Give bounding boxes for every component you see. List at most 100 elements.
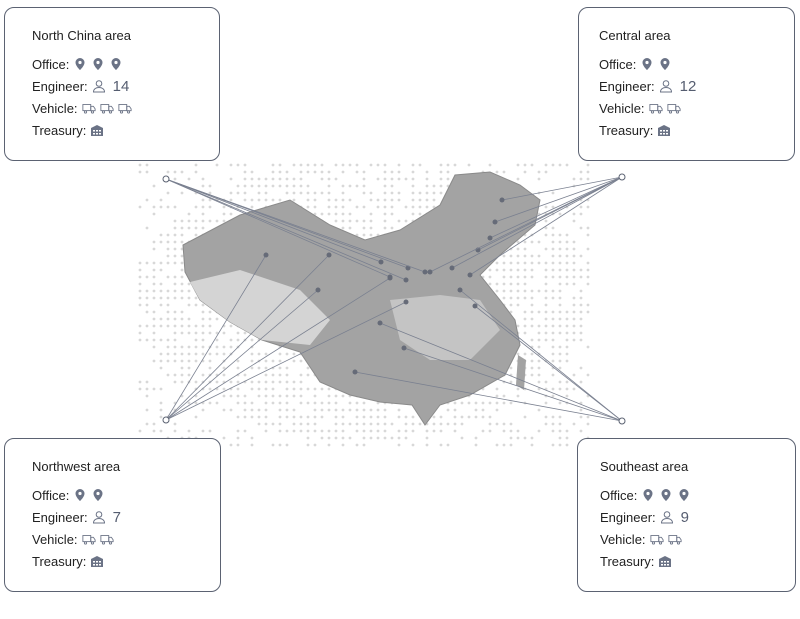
map-pin-icon — [659, 488, 673, 502]
background-dot — [558, 275, 562, 279]
background-dot — [383, 219, 387, 223]
background-dot — [278, 177, 282, 181]
background-dot — [292, 352, 296, 356]
background-dot — [180, 324, 184, 328]
background-dot — [236, 338, 240, 342]
background-dot — [159, 268, 163, 272]
background-dot — [201, 205, 205, 209]
background-dot — [544, 415, 548, 419]
background-dot — [250, 443, 254, 447]
background-dot — [187, 345, 191, 349]
map-pin-icon — [91, 488, 105, 502]
background-dot — [530, 240, 534, 244]
background-dot — [187, 226, 191, 230]
background-dot — [292, 394, 296, 398]
background-dot — [292, 163, 296, 167]
background-dot — [243, 429, 247, 433]
background-dot — [523, 436, 527, 440]
background-dot — [306, 429, 310, 433]
background-dot — [558, 422, 562, 426]
background-dot — [173, 282, 177, 286]
area-card-southeast: Southeast area Office: Engineer: 9 Vehicl… — [577, 438, 796, 592]
background-dot — [537, 261, 541, 265]
background-dot — [537, 289, 541, 293]
background-dot — [222, 436, 226, 440]
background-dot — [572, 387, 576, 391]
background-dot — [327, 191, 331, 195]
background-dot — [523, 317, 527, 321]
background-dot — [397, 163, 401, 167]
background-dot — [278, 401, 282, 405]
background-dot — [586, 373, 590, 377]
background-dot — [243, 408, 247, 412]
background-dot — [572, 247, 576, 251]
background-dot — [579, 310, 583, 314]
background-dot — [173, 359, 177, 363]
vehicle-label: Vehicle: — [599, 100, 645, 116]
background-dot — [362, 401, 366, 405]
background-dot — [159, 401, 163, 405]
background-dot — [376, 436, 380, 440]
background-dot — [572, 275, 576, 279]
location-node — [403, 277, 409, 283]
background-dot — [355, 219, 359, 223]
background-dot — [341, 226, 345, 230]
background-dot — [523, 170, 527, 174]
background-dot — [257, 387, 261, 391]
background-dot — [138, 380, 142, 384]
background-dot — [530, 338, 534, 342]
background-dot — [509, 296, 513, 300]
background-dot — [257, 191, 261, 195]
background-dot — [355, 205, 359, 209]
background-dot — [292, 429, 296, 433]
background-dot — [194, 163, 198, 167]
background-dot — [187, 212, 191, 216]
background-dot — [306, 170, 310, 174]
engineer-icon — [92, 510, 106, 524]
background-dot — [565, 282, 569, 286]
background-dot — [530, 359, 534, 363]
background-dot — [439, 177, 443, 181]
truck-icon — [99, 101, 114, 115]
background-dot — [544, 261, 548, 265]
background-dot — [383, 184, 387, 188]
background-dot — [159, 408, 163, 412]
background-dot — [516, 436, 520, 440]
background-dot — [390, 191, 394, 195]
background-dot — [362, 177, 366, 181]
background-dot — [187, 303, 191, 307]
background-dot — [572, 373, 576, 377]
background-dot — [208, 205, 212, 209]
background-dot — [201, 317, 205, 321]
background-dot — [243, 163, 247, 167]
background-dot — [551, 226, 555, 230]
background-dot — [544, 296, 548, 300]
background-dot — [369, 422, 373, 426]
background-dot — [516, 282, 520, 286]
background-dot — [348, 219, 352, 223]
background-dot — [138, 163, 142, 167]
background-dot — [201, 184, 205, 188]
background-dot — [152, 429, 156, 433]
background-dot — [467, 415, 471, 419]
background-dot — [551, 205, 555, 209]
background-dot — [138, 205, 142, 209]
background-dot — [138, 324, 142, 328]
background-dot — [362, 191, 366, 195]
background-dot — [201, 408, 205, 412]
background-dot — [187, 289, 191, 293]
background-dot — [187, 359, 191, 363]
background-dot — [271, 387, 275, 391]
background-dot — [425, 177, 429, 181]
background-dot — [173, 275, 177, 279]
background-dot — [138, 261, 142, 265]
background-dot — [544, 219, 548, 223]
background-dot — [271, 394, 275, 398]
background-dot — [572, 219, 576, 223]
background-dot — [180, 170, 184, 174]
background-dot — [334, 198, 338, 202]
background-dot — [355, 233, 359, 237]
background-dot — [551, 443, 555, 447]
background-dot — [166, 205, 170, 209]
